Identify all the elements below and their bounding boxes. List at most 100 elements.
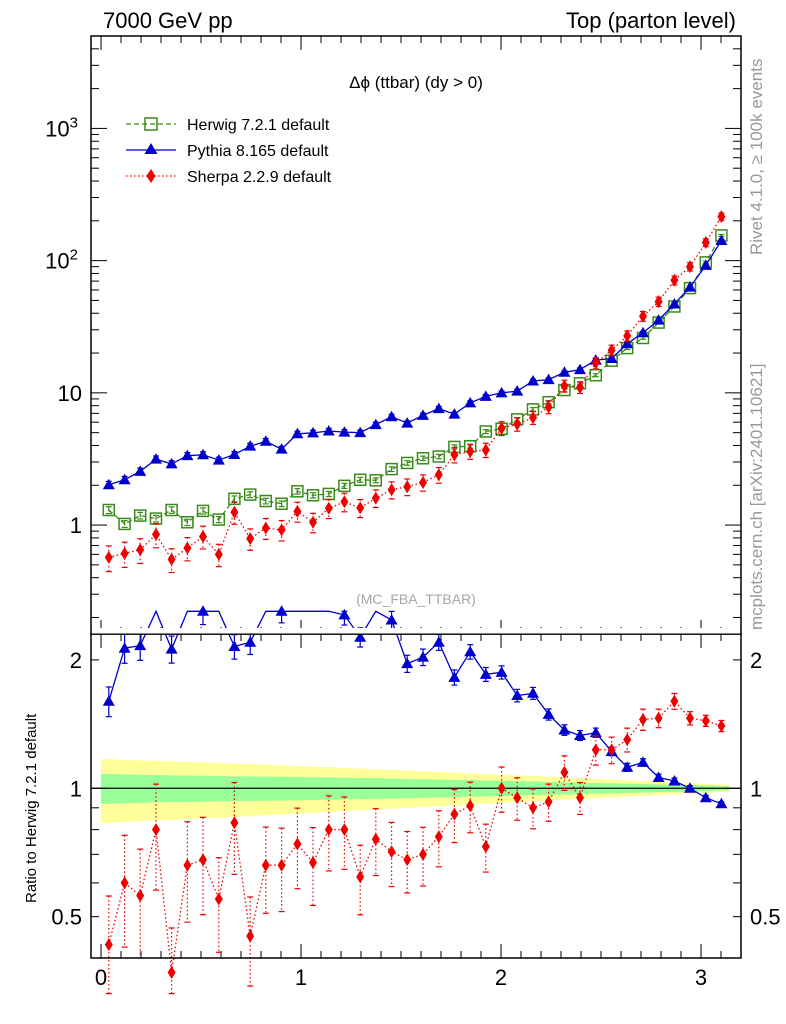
rivet-label: Rivet 4.1.0, ≥ 100k events bbox=[747, 59, 766, 255]
ratio-y-tick-label-right: 0.5 bbox=[750, 905, 781, 930]
series-line bbox=[108, 240, 722, 486]
data-point bbox=[324, 501, 333, 515]
data-point bbox=[150, 453, 162, 464]
data-point bbox=[623, 733, 632, 747]
legend-entry-sherpa: Sherpa 2.2.9 default bbox=[126, 169, 332, 186]
data-point bbox=[338, 608, 351, 620]
data-point bbox=[371, 491, 380, 505]
data-point bbox=[136, 543, 145, 557]
data-point bbox=[417, 651, 429, 662]
data-point bbox=[605, 352, 618, 363]
data-point bbox=[623, 329, 632, 343]
ratio-frame bbox=[90, 633, 742, 959]
data-point bbox=[401, 417, 414, 428]
data-point bbox=[621, 337, 634, 349]
data-point bbox=[293, 504, 302, 518]
data-point bbox=[309, 515, 317, 529]
data-point bbox=[338, 479, 351, 493]
data-point bbox=[152, 823, 160, 837]
data-point bbox=[199, 853, 207, 867]
x-tick-label: 2 bbox=[495, 965, 507, 990]
data-point bbox=[416, 452, 430, 465]
data-point bbox=[118, 642, 131, 653]
ratio-plot-area: 0.5 0.5 1 1 2 2 0 1 2 3 bbox=[51, 605, 781, 995]
data-point bbox=[479, 425, 493, 438]
data-point bbox=[277, 858, 286, 872]
data-point bbox=[403, 480, 412, 494]
data-point bbox=[356, 870, 365, 884]
legend-sherpa-label: Sherpa 2.2.9 default bbox=[187, 169, 332, 186]
legend: Herwig 7.2.1 default Pythia 8.165 defaul… bbox=[126, 117, 332, 186]
data-point bbox=[652, 771, 665, 782]
ratio-top-mask bbox=[92, 628, 740, 634]
data-point bbox=[246, 532, 255, 546]
data-point bbox=[322, 424, 335, 436]
data-point bbox=[244, 636, 257, 647]
data-point bbox=[259, 435, 272, 446]
header-right: Top (parton level) bbox=[566, 8, 736, 33]
data-point bbox=[558, 366, 571, 377]
data-point bbox=[293, 837, 302, 851]
data-point bbox=[529, 411, 537, 425]
data-point bbox=[102, 695, 115, 706]
legend-herwig-marker bbox=[144, 117, 158, 131]
data-point bbox=[670, 273, 679, 287]
ratio-y-tick-label-right: 2 bbox=[750, 648, 762, 673]
data-point bbox=[387, 483, 396, 497]
data-point bbox=[654, 295, 663, 309]
data-point bbox=[403, 853, 412, 867]
data-point bbox=[699, 259, 712, 270]
data-point bbox=[183, 541, 192, 555]
data-point bbox=[481, 443, 490, 457]
data-point bbox=[450, 807, 459, 821]
data-point bbox=[369, 418, 382, 430]
data-point bbox=[199, 529, 207, 543]
data-point bbox=[558, 723, 571, 735]
data-point bbox=[259, 494, 273, 508]
ratio-y-tick-label: 2 bbox=[70, 648, 82, 673]
series-line bbox=[108, 609, 722, 805]
data-point bbox=[497, 421, 506, 435]
data-point bbox=[165, 503, 178, 517]
data-point bbox=[419, 475, 427, 489]
data-point bbox=[102, 503, 116, 517]
series-line bbox=[108, 700, 722, 973]
data-point bbox=[275, 497, 288, 510]
data-point bbox=[340, 823, 349, 837]
data-point bbox=[261, 521, 270, 535]
legend-pythia-marker bbox=[144, 143, 158, 154]
data-point bbox=[513, 417, 522, 431]
data-point bbox=[544, 400, 553, 414]
data-point bbox=[717, 719, 726, 733]
ratio-panel: 0.5 0.5 1 1 2 2 0 1 2 3 Ratio to Herwig 7.2.1 def… bbox=[23, 605, 781, 995]
data-point bbox=[214, 892, 223, 906]
data-point bbox=[686, 260, 694, 274]
legend-herwig-label: Herwig 7.2.1 default bbox=[187, 117, 330, 134]
legend-sherpa-marker bbox=[146, 169, 156, 183]
data-point bbox=[228, 640, 241, 651]
data-point bbox=[576, 380, 584, 394]
data-point bbox=[230, 816, 239, 830]
data-point bbox=[167, 965, 176, 979]
data-point bbox=[306, 489, 320, 502]
data-point bbox=[120, 546, 129, 560]
data-point bbox=[228, 492, 241, 506]
main-plot-area: 1 10 102 103 bbox=[45, 35, 742, 635]
data-point bbox=[511, 689, 524, 701]
data-point bbox=[354, 631, 367, 642]
data-point bbox=[181, 449, 194, 461]
data-point bbox=[668, 297, 681, 309]
mcplots-label: mcplots.cern.ch [arXiv:2401.10621] bbox=[747, 364, 766, 630]
data-point bbox=[701, 714, 710, 728]
data-point bbox=[277, 523, 286, 537]
ratio-y-tick-label-right: 1 bbox=[750, 776, 762, 801]
data-point bbox=[120, 876, 129, 890]
data-point bbox=[560, 765, 569, 779]
data-point bbox=[243, 488, 257, 501]
data-point bbox=[495, 386, 508, 398]
data-point bbox=[448, 408, 461, 419]
y-tick-label: 102 bbox=[45, 247, 78, 274]
data-point bbox=[464, 645, 477, 657]
data-point bbox=[102, 478, 115, 490]
